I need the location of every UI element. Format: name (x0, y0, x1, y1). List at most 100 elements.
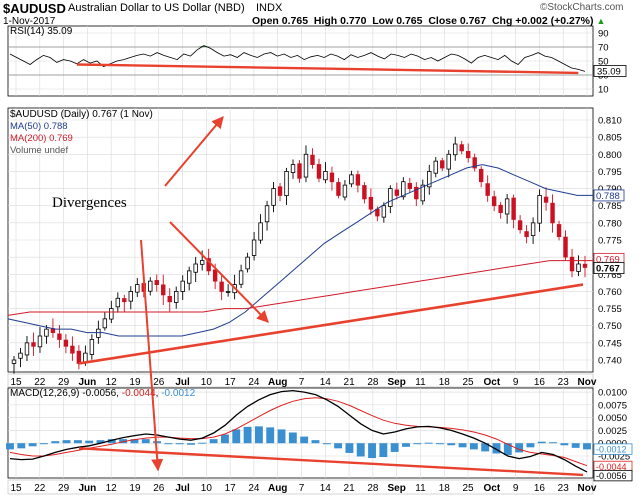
change-value: +0.002 (+0.27%) (515, 15, 594, 27)
x-tick-label-bottom: Jun (78, 483, 96, 494)
candle-body (180, 280, 185, 292)
candle-body (472, 157, 477, 169)
x-tick-label-bottom: Nov (578, 483, 597, 494)
candle-body (336, 182, 341, 196)
macd-histogram-bar (187, 443, 195, 445)
macd-histogram-bar (413, 443, 422, 445)
candle-body (329, 172, 335, 183)
candle-body (76, 350, 82, 364)
x-tick-label: Sep (387, 377, 405, 388)
macd-histogram-bar (17, 443, 26, 449)
macd-histogram-bar (492, 443, 501, 454)
macd-histogram-bar (481, 443, 490, 452)
rsi-value-tag (593, 65, 627, 77)
x-tick-label-bottom: 17 (225, 483, 237, 494)
rsi-tick-label: 10 (598, 85, 609, 96)
x-tick-label-bottom: 18 (439, 483, 451, 494)
x-tick-label-bottom: 16 (534, 483, 546, 494)
candle-body (342, 184, 348, 198)
x-tick-label: 28 (367, 377, 379, 388)
candle-body (355, 174, 361, 186)
candle-body (212, 269, 218, 282)
x-tick-label-bottom: 12 (106, 483, 118, 494)
x-tick-label-bottom: 28 (367, 483, 379, 494)
x-tick-label: 15 (10, 377, 22, 388)
stockcharts-watermark: ©StockCharts.com (540, 2, 624, 13)
up-arrow-icon: ▲ (596, 16, 606, 26)
x-tick-label-bottom: 7 (299, 483, 305, 494)
macd-histogram-bar (28, 443, 37, 447)
candle-body (407, 183, 413, 189)
x-tick-label-bottom: 10 (201, 483, 213, 494)
macd-histogram-bar (515, 443, 524, 453)
macd-histogram-bar (141, 439, 150, 444)
macd-histogram-bar (526, 443, 535, 448)
x-tick-label-bottom: 9 (513, 483, 519, 494)
candle-body (18, 352, 23, 359)
candle-body (368, 196, 374, 210)
macd-histogram-bar (322, 443, 331, 445)
candle-body (504, 198, 510, 215)
candle-body (57, 333, 62, 340)
candle-body (323, 171, 328, 181)
low-value: 0.765 (396, 15, 423, 27)
ohlc-readout: Open 0.765 High 0.770 Low 0.765 Close 0.… (252, 16, 605, 27)
macd-legend: MACD(12,26,9) -0.0056, -0.0044, -0.0012 (10, 388, 196, 399)
macd-legend-label: MACD(12,26,9) (10, 388, 80, 399)
x-tick-label: 21 (344, 377, 356, 388)
candle-body (219, 281, 224, 292)
macd-histogram-bar (549, 442, 557, 444)
candle-body (70, 345, 75, 354)
candle-body (478, 168, 484, 183)
macd-histogram-bar (51, 441, 60, 444)
candle-body (161, 284, 166, 296)
macd-histogram-bar (209, 439, 218, 444)
x-tick-label-bottom: 29 (58, 483, 70, 494)
candle-body (199, 260, 205, 265)
macd-histogram-bar (62, 440, 71, 444)
candle-body (251, 239, 257, 256)
candle-body (44, 328, 49, 337)
candle-body (349, 174, 354, 185)
x-tick-label-bottom: 11 (415, 483, 426, 494)
arrow-to-price (169, 221, 269, 323)
divergences-annotation: Divergences (52, 195, 127, 211)
x-tick-label-bottom: 22 (34, 483, 46, 494)
x-tick-label: 7 (299, 377, 305, 388)
macd-histogram-bar (266, 427, 275, 444)
macd-histogram-bar (560, 443, 569, 446)
exchange-label: INDX (256, 2, 283, 14)
chart-date: 1-Nov-2017 (3, 16, 56, 27)
x-tick-label: 10 (201, 377, 213, 388)
macd-histogram-bar (6, 443, 14, 450)
macd-value-tag (593, 469, 633, 482)
macd-histogram-bar (583, 443, 591, 450)
candle-body (174, 291, 179, 303)
candle-body (258, 222, 263, 241)
candle-body (271, 188, 276, 206)
candle-body (284, 171, 289, 197)
rsi-tick-label: 70 (598, 43, 609, 54)
macd-histogram-bar (571, 443, 580, 448)
x-tick-label: 14 (320, 377, 332, 388)
arrow-to-macd (140, 239, 164, 472)
candle-body (511, 197, 516, 220)
candle-body (148, 280, 153, 292)
rsi-value-tag-text: 35.09 (597, 66, 621, 77)
macd-value-tag-text: -0.0044 (596, 462, 627, 472)
macd-histogram-bar (232, 429, 241, 444)
candle-body (517, 220, 523, 231)
x-tick-label: 29 (58, 377, 70, 388)
candle-body (569, 256, 575, 272)
ma50-value-tag (593, 189, 625, 202)
macd-histogram-bar (345, 443, 354, 453)
macd-histogram-bar (458, 443, 467, 448)
x-tick-label: Nov (578, 377, 597, 388)
price-tick-label: 0.765 (598, 270, 622, 281)
candle-body (394, 189, 400, 196)
candle-body (498, 204, 503, 213)
x-tick-label: Oct (483, 377, 500, 388)
candle-body (466, 151, 471, 159)
